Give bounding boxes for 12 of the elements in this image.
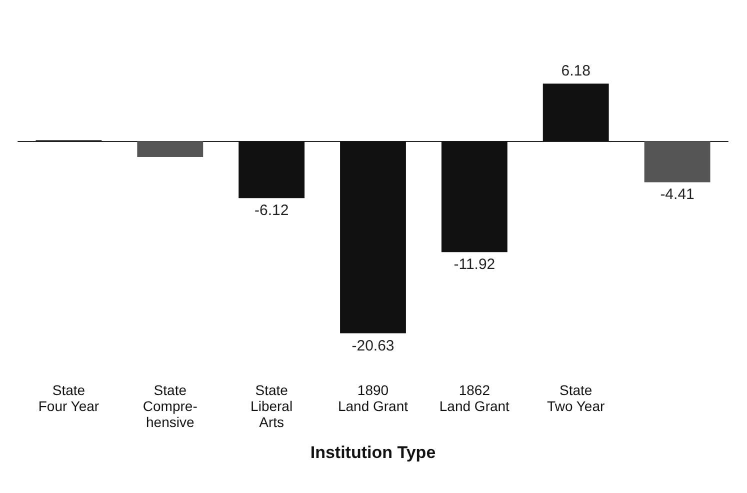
x-tick-label: State Liberal Arts [250, 382, 293, 430]
data-label: -20.63 [352, 337, 394, 354]
x-tick-label: 1862 Land Grant [439, 382, 510, 414]
data-label: -6.12 [254, 202, 289, 220]
data-label: -11.92 [454, 256, 496, 274]
x-tick-label: 1890 Land Grant [338, 382, 408, 414]
x-tick-label: State Compre- hensive [142, 382, 198, 430]
x-axis-title: Institution Type [310, 443, 436, 462]
data-label: 6.18 [561, 62, 590, 80]
x-tick-label: State Two Year [547, 382, 605, 414]
x-tick-label: State Four Year [38, 382, 100, 414]
data-label: -4.41 [660, 186, 694, 204]
